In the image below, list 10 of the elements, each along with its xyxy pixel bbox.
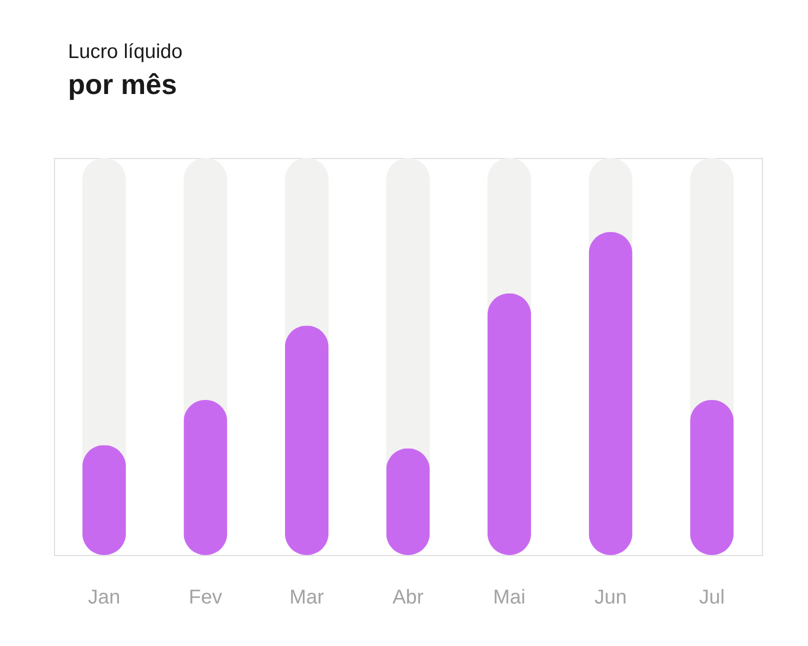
x-tick-label: Jun	[594, 586, 627, 608]
chart-subtitle: por mês	[68, 69, 177, 100]
x-tick-label: Abr	[392, 586, 424, 608]
x-tick-label: Mar	[289, 586, 324, 608]
x-tick-label: Jan	[88, 586, 120, 608]
x-tick-label: Fev	[188, 586, 222, 608]
chart-title: Lucro líquido	[68, 41, 183, 63]
x-tick-label: Mai	[493, 586, 526, 608]
bar	[386, 448, 430, 555]
x-tick-label: Jul	[699, 586, 725, 608]
